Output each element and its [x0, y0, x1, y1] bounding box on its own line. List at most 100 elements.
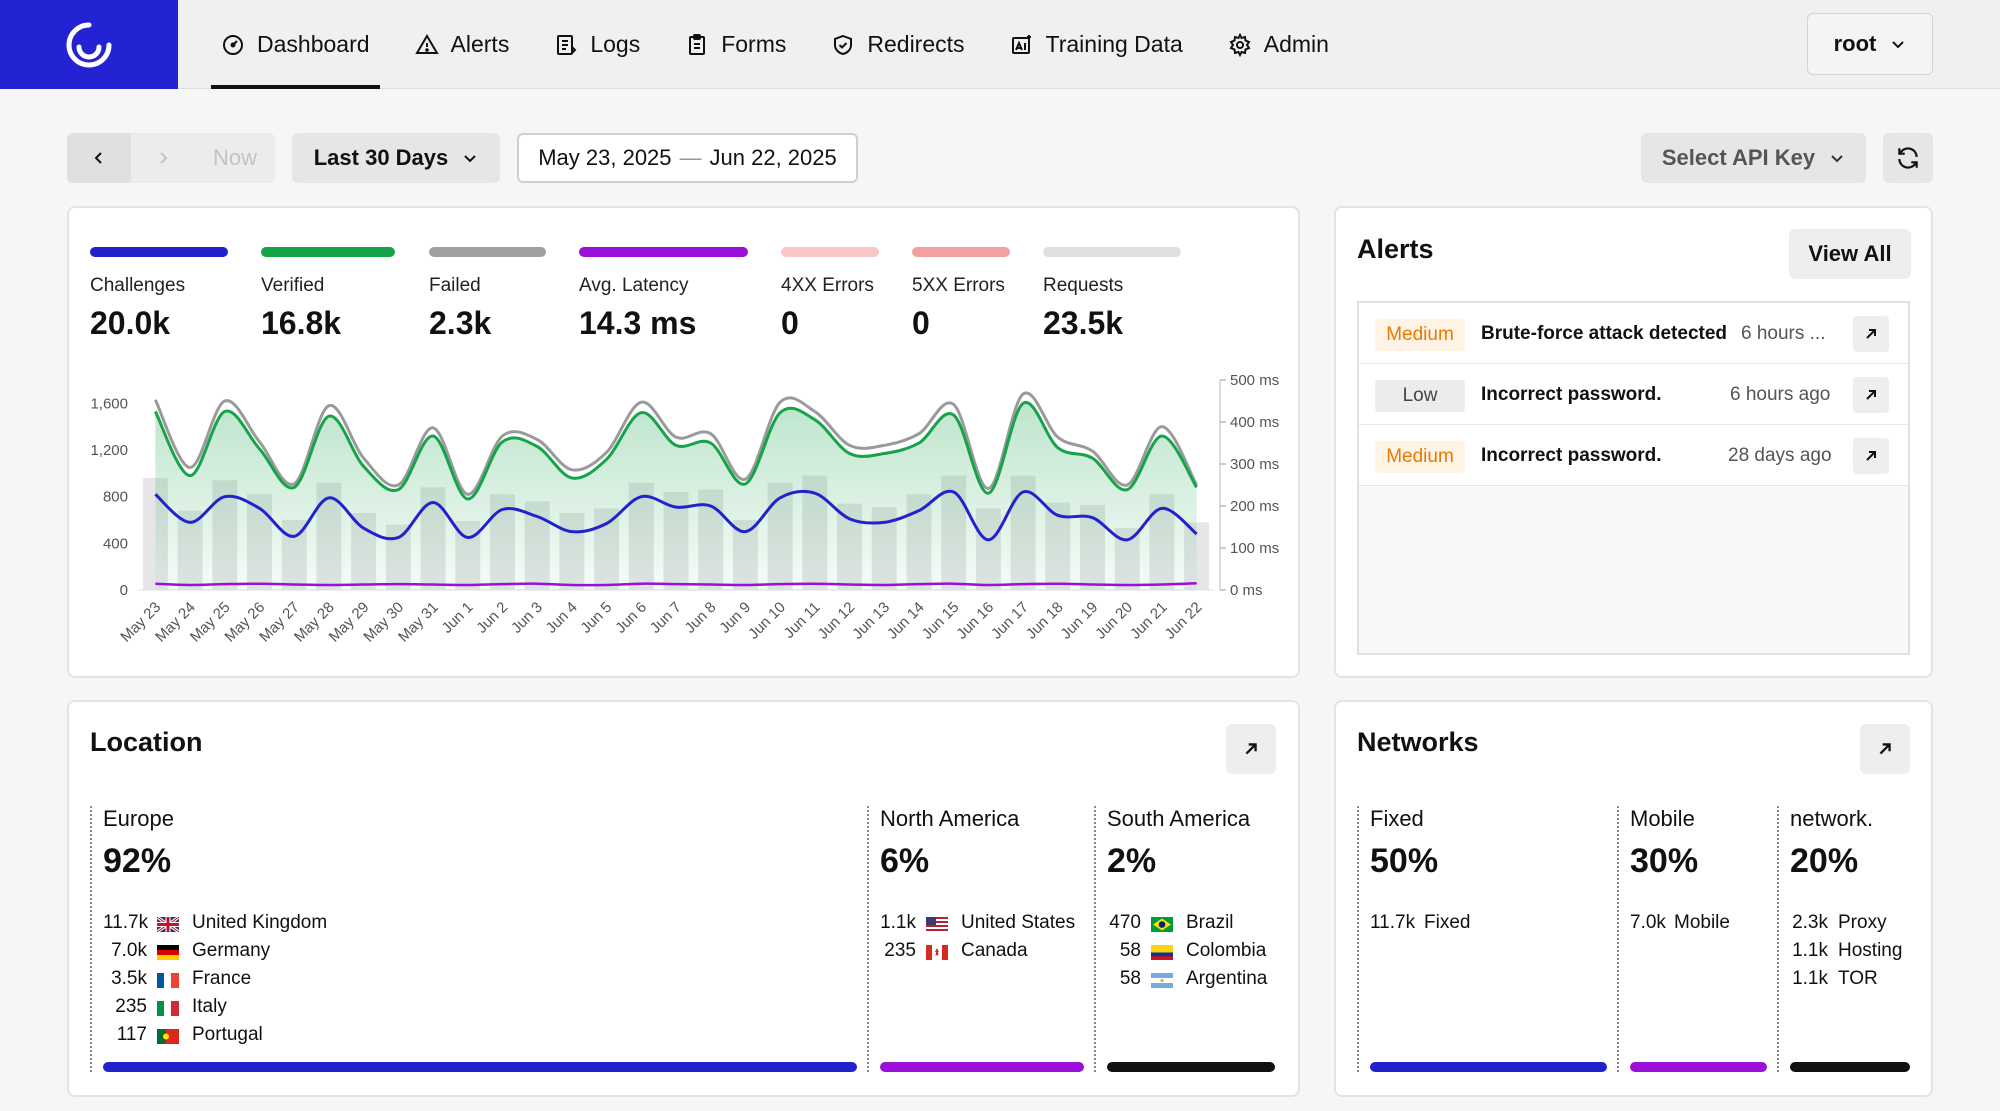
ai-image-icon: [1011, 34, 1031, 54]
nav-admin[interactable]: Admin: [1218, 0, 1339, 89]
country-row[interactable]: 235 Canada: [880, 937, 1094, 965]
flag-de-icon: [157, 944, 179, 960]
metric-verified[interactable]: Verified 16.8k: [261, 247, 395, 342]
network-percent: 20%: [1790, 842, 1859, 880]
nav-logs[interactable]: Logs: [544, 0, 650, 89]
now-button[interactable]: Now: [195, 133, 275, 183]
metric-color-bar: [579, 247, 748, 257]
location-expand-button[interactable]: [1226, 724, 1276, 774]
network-label: Proxy: [1838, 912, 1887, 933]
x-tick-label: Jun 22: [1162, 599, 1206, 643]
network-fixed[interactable]: Fixed 50% 11.7k Fixed: [1357, 806, 1617, 1072]
metric-color-bar: [261, 247, 395, 257]
network-row[interactable]: 1.1k TOR: [1790, 965, 1911, 993]
open-alert-button[interactable]: [1853, 438, 1889, 474]
network-row[interactable]: 1.1k Hosting: [1790, 937, 1911, 965]
nav-training-data[interactable]: Training Data: [1000, 0, 1193, 89]
alert-row[interactable]: Medium Brute-force attack detected 6 hou…: [1359, 303, 1908, 364]
y2-tick-label: 200 ms: [1230, 498, 1279, 515]
region-bar: [880, 1062, 1084, 1072]
y-tick-label: 1,200: [90, 442, 128, 459]
next-period-button[interactable]: [131, 133, 195, 183]
network-bar: [1370, 1062, 1607, 1072]
gauge-icon: [223, 34, 243, 55]
main-nav: Dashboard Alerts Logs Forms Redirects Tr…: [211, 0, 1364, 89]
metric-color-bar: [429, 247, 546, 257]
x-tick-label: Jun 8: [682, 599, 720, 637]
nav-admin-label: Admin: [1263, 31, 1329, 57]
alert-time: 6 hours ...: [1741, 323, 1826, 344]
country-name: United States: [961, 912, 1076, 933]
metric-5xx-errors[interactable]: 5XX Errors 0: [912, 247, 1010, 342]
network-count: 1.1k: [1792, 940, 1828, 961]
metric-4xx-errors[interactable]: 4XX Errors 0: [781, 247, 879, 342]
date-range-picker[interactable]: May 23, 2025 — Jun 22, 2025: [517, 133, 858, 183]
country-row[interactable]: 470 Brazil: [1107, 909, 1279, 937]
country-row[interactable]: 58 Argentina: [1107, 965, 1279, 993]
metric-label: Challenges: [90, 275, 186, 296]
x-tick-label: Jun 5: [577, 599, 615, 637]
country-count: 58: [1119, 940, 1141, 961]
country-row[interactable]: 3.5k France: [103, 965, 867, 993]
logo-icon: [66, 22, 112, 67]
country-name: Portugal: [192, 1024, 263, 1045]
network-bar: [1630, 1062, 1767, 1072]
nav-alerts[interactable]: Alerts: [405, 0, 520, 89]
date-range-select[interactable]: Last 30 Days: [292, 133, 500, 183]
view-all-alerts-button[interactable]: View All: [1789, 229, 1911, 279]
flag-it-icon: [157, 1000, 179, 1016]
country-count: 235: [115, 996, 147, 1017]
nav-forms[interactable]: Forms: [675, 0, 796, 89]
network-row[interactable]: 11.7k Fixed: [1370, 909, 1617, 937]
metric-color-bar: [912, 247, 1010, 257]
chevron-down-icon: [464, 155, 476, 163]
y-tick-label: 1,600: [90, 395, 128, 412]
prev-period-button[interactable]: [67, 133, 131, 183]
country-row[interactable]: 58 Colombia: [1107, 937, 1279, 965]
network-mobile[interactable]: Mobile 30% 7.0k Mobile: [1617, 806, 1777, 1072]
region-south-america[interactable]: South America 2% 470 Brazil 58 Colombia 58…: [1094, 806, 1279, 1072]
country-name: Germany: [192, 940, 271, 961]
y2-tick-label: 400 ms: [1230, 414, 1279, 431]
network-count: 2.3k: [1792, 912, 1828, 933]
alerts-title: Alerts: [1357, 234, 1434, 264]
country-name: Brazil: [1186, 912, 1234, 933]
flag-ar-icon: [1151, 972, 1173, 988]
region-europe[interactable]: Europe 92% 11.7k United Kingdom 7.0k Germa…: [90, 806, 867, 1072]
x-tick-label: Jun 21: [1127, 599, 1171, 643]
metric-challenges[interactable]: Challenges 20.0k: [90, 247, 228, 342]
metric-failed[interactable]: Failed 2.3k: [429, 247, 546, 342]
logo[interactable]: [0, 0, 178, 89]
x-tick-label: Jun 18: [1023, 599, 1067, 643]
metric-requests[interactable]: Requests 23.5k: [1043, 247, 1181, 342]
country-row[interactable]: 1.1k United States: [880, 909, 1094, 937]
network-other[interactable]: network. 20% 2.3k Proxy 1.1k Hosting 1.1k T…: [1777, 806, 1911, 1072]
network-row[interactable]: 7.0k Mobile: [1630, 909, 1777, 937]
user-menu-button[interactable]: root: [1807, 13, 1933, 75]
open-alert-button[interactable]: [1853, 377, 1889, 413]
api-key-select[interactable]: Select API Key: [1641, 133, 1866, 183]
network-row[interactable]: 2.3k Proxy: [1790, 909, 1911, 937]
network-percent: 30%: [1630, 842, 1699, 880]
y-tick-label: 400: [103, 535, 128, 552]
x-tick-label: Jun 2: [473, 599, 511, 637]
alert-row[interactable]: Low Incorrect password. 6 hours ago: [1359, 364, 1908, 425]
refresh-button[interactable]: [1883, 133, 1933, 183]
metric-color-bar: [90, 247, 228, 257]
region-north-america[interactable]: North America 6% 1.1k United States 235 Ca…: [867, 806, 1094, 1072]
flag-us-icon: [926, 916, 948, 932]
country-count: 470: [1109, 912, 1141, 933]
networks-expand-button[interactable]: [1860, 724, 1910, 774]
metric-avg-latency[interactable]: Avg. Latency 14.3 ms: [579, 247, 748, 342]
line-avg-latency: [155, 582, 1197, 587]
y2-tick-label: 500 ms: [1230, 372, 1279, 389]
country-row[interactable]: 11.7k United Kingdom: [103, 909, 867, 937]
open-alert-button[interactable]: [1853, 316, 1889, 352]
nav-dashboard[interactable]: Dashboard: [211, 0, 380, 89]
nav-redirects[interactable]: Redirects: [821, 0, 974, 89]
x-tick-label: Jun 10: [745, 599, 789, 643]
country-row[interactable]: 235 Italy: [103, 993, 867, 1021]
country-row[interactable]: 117 Portugal: [103, 1021, 867, 1049]
country-row[interactable]: 7.0k Germany: [103, 937, 867, 965]
alert-row[interactable]: Medium Incorrect password. 28 days ago: [1359, 425, 1908, 486]
